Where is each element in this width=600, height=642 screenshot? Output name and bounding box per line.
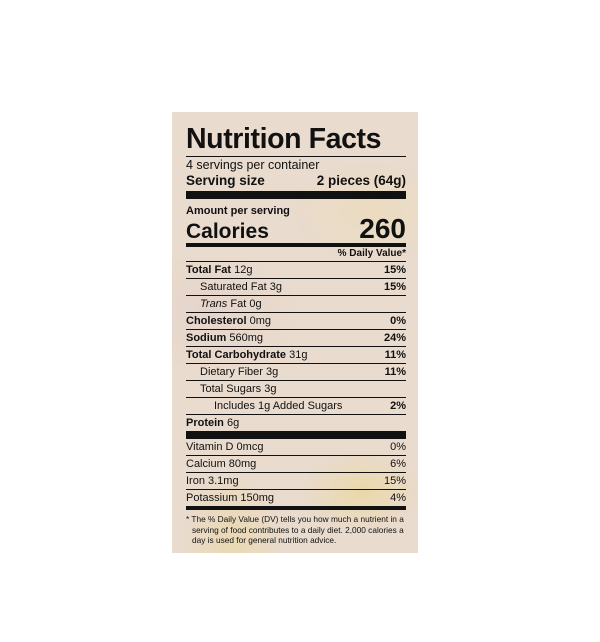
nutrient-name-group: Sodium 560mg <box>186 330 263 346</box>
nutrient-name-group: Potassium 150mg <box>186 490 274 506</box>
calories-value: 260 <box>359 213 406 244</box>
daily-value: 0% <box>390 315 406 327</box>
nutrient-name-group: Calcium 80mg <box>186 456 256 472</box>
nutrient-name-group: Vitamin D 0mcg <box>186 439 263 455</box>
nutrient-name: Total Carbohydrate <box>186 349 287 361</box>
daily-value-header: % Daily Value* <box>186 247 406 262</box>
divider <box>186 243 406 247</box>
nutrient-row: Cholesterol 0mg 0% <box>186 313 406 330</box>
nutrient-name-group: Total Sugars 3g <box>186 381 276 397</box>
daily-value: 24% <box>383 332 406 344</box>
nutrient-name: Iron 3.1mg <box>186 475 239 487</box>
daily-value: 2% <box>390 400 406 412</box>
daily-value: 0% <box>390 441 406 453</box>
nutrients: Total Fat 12g 15% Saturated Fat 3g 15% Trans… <box>186 262 406 431</box>
nutrient-amount: 31g <box>289 349 308 361</box>
nutrient-name: Saturated Fat 3g <box>200 281 282 293</box>
calories-label: Calories <box>186 220 269 243</box>
servings: 4 servings per container <box>186 156 406 173</box>
nutrition-label: Nutrition Facts 4 servings per container… <box>172 112 418 553</box>
nutrient-name: Includes 1g Added Sugars <box>214 400 343 412</box>
nutrient-name: Total Fat <box>186 264 232 276</box>
nutrient-name-group: Cholesterol 0mg <box>186 313 271 329</box>
nutrient-name-group: Dietary Fiber 3g <box>186 364 278 380</box>
nutrient-row: Total Fat 12g 15% <box>186 262 406 279</box>
footnote: * The % Daily Value (DV) tells you how m… <box>186 514 404 545</box>
nutrient-row: Saturated Fat 3g 15% <box>186 279 406 296</box>
nutrient-amount: 0mg <box>249 315 271 327</box>
nutrient-amount: 560mg <box>229 332 264 344</box>
daily-value: 11% <box>384 349 406 361</box>
divider <box>186 431 406 439</box>
nutrient-amount: 12g <box>234 264 253 276</box>
nutrient-name-group: Total Fat 12g <box>186 262 252 278</box>
serving-size: Serving size 2 pieces (64g) <box>186 173 406 189</box>
nutrient-name-group: Saturated Fat 3g <box>186 279 282 295</box>
nutrient-name-group: Trans Fat 0g <box>186 296 262 312</box>
serving-size-value: 2 pieces (64g) <box>316 173 406 188</box>
nutrient-row: Vitamin D 0mcg 0% <box>186 439 406 456</box>
daily-value: 15% <box>383 281 406 293</box>
nutrient-name: Dietary Fiber 3g <box>200 366 279 378</box>
calories: Calories 260 <box>186 213 406 244</box>
nutrient-name-group: Total Carbohydrate 31g <box>186 347 307 363</box>
nutrient-row: Potassium 150mg 4% <box>186 490 406 506</box>
nutrient-name: Fat 0g <box>230 298 262 310</box>
nutrient-row: Trans Fat 0g <box>186 296 406 313</box>
daily-value: 6% <box>390 458 406 470</box>
amount-per-serving: Amount per serving <box>186 205 290 217</box>
nutrient-name: Potassium 150mg <box>186 492 275 504</box>
nutrient-amount: 6g <box>226 417 240 429</box>
title: Nutrition Facts <box>186 123 382 155</box>
divider <box>186 506 406 510</box>
nutrient-name: Protein <box>186 417 224 429</box>
daily-value: 15% <box>383 264 406 276</box>
nutrient-row: Dietary Fiber 3g 11% <box>186 364 406 381</box>
nutrient-row: Sodium 560mg 24% <box>186 330 406 347</box>
nutrient-row: Includes 1g Added Sugars 2% <box>186 398 406 415</box>
serving-size-label: Serving size <box>186 173 265 188</box>
divider <box>186 191 406 199</box>
nutrient-row: Total Carbohydrate 31g 11% <box>186 347 406 364</box>
daily-value: 4% <box>390 492 406 504</box>
nutrient-row: Protein 6g <box>186 415 406 431</box>
daily-value: 11% <box>384 366 406 378</box>
nutrient-name-group: Protein 6g <box>186 415 239 431</box>
nutrient-row: Total Sugars 3g <box>186 381 406 398</box>
nutrient-prefix: Trans <box>200 298 228 310</box>
nutrient-name: Cholesterol <box>186 315 247 327</box>
nutrient-name-group: Iron 3.1mg <box>186 473 239 489</box>
vitamins: Vitamin D 0mcg 0% Calcium 80mg 6% Iron 3.1mg… <box>186 439 406 506</box>
daily-value: 15% <box>383 475 406 487</box>
nutrient-name-group: Includes 1g Added Sugars <box>186 398 342 414</box>
nutrient-name: Calcium 80mg <box>186 458 257 470</box>
nutrient-name: Vitamin D 0mcg <box>186 441 264 453</box>
nutrient-name: Total Sugars 3g <box>200 383 277 395</box>
nutrient-row: Iron 3.1mg 15% <box>186 473 406 490</box>
nutrient-name: Sodium <box>186 332 227 344</box>
nutrient-row: Calcium 80mg 6% <box>186 456 406 473</box>
